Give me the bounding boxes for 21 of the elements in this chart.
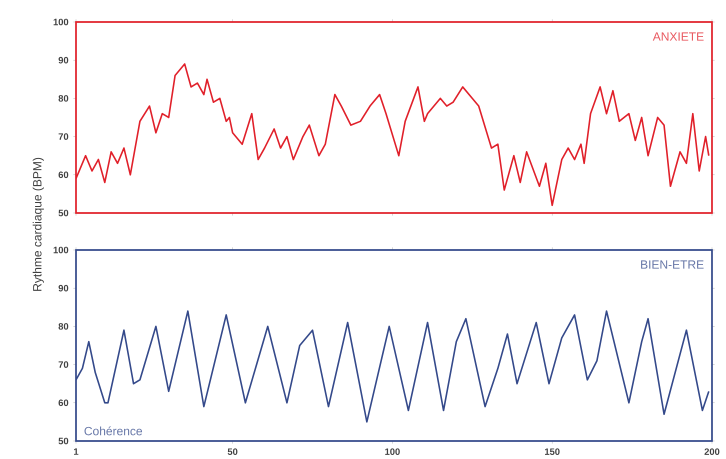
y-tick-label: 100 bbox=[54, 246, 68, 254]
annotation: Cohérence bbox=[84, 426, 142, 436]
x-tick-label: 200 bbox=[704, 448, 720, 455]
annotation: ANXIETE bbox=[652, 32, 704, 41]
y-tick-label: 100 bbox=[54, 18, 68, 26]
x-tick-label: 100 bbox=[385, 448, 400, 455]
x-tick-label: 50 bbox=[228, 448, 238, 455]
y-axis-title: Rythme cardiaque (BPM) bbox=[32, 158, 44, 291]
y-tick-label: 60 bbox=[58, 171, 68, 178]
x-tick-label: 1 bbox=[74, 448, 78, 455]
y-tick-label: 90 bbox=[58, 56, 68, 64]
y-tick-label: 90 bbox=[58, 284, 68, 292]
y-tick-label: 60 bbox=[58, 399, 68, 406]
annotation: BIEN-ETRE bbox=[641, 260, 704, 269]
x-tick-label: 150 bbox=[544, 448, 560, 455]
y-tick-label: 70 bbox=[58, 133, 68, 140]
y-tick-label: 80 bbox=[58, 95, 68, 102]
y-tick-label: 50 bbox=[58, 210, 68, 216]
y-tick-label: 70 bbox=[58, 361, 68, 368]
y-tick-label: 50 bbox=[58, 438, 68, 444]
y-tick-label: 80 bbox=[58, 323, 68, 330]
